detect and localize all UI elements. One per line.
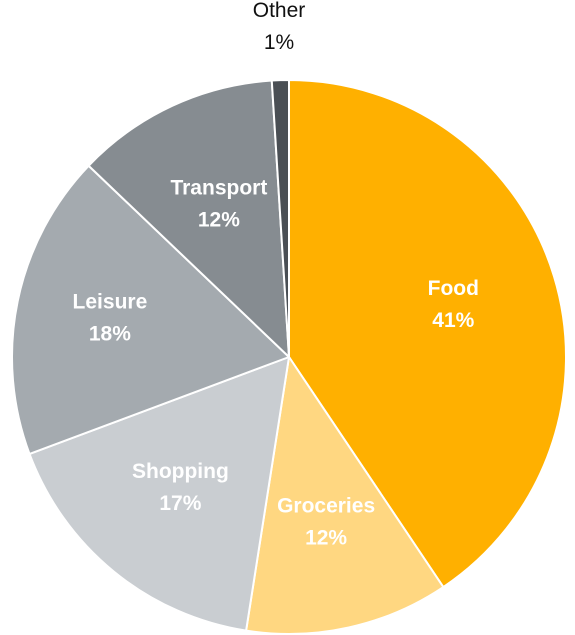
slice-percent-other: 1%: [264, 31, 294, 54]
slice-name-leisure: Leisure: [73, 290, 148, 313]
slice-percent-leisure: 18%: [89, 322, 131, 345]
pie-slice-shopping: [28, 356, 290, 632]
pie-slice-groceries: [245, 356, 445, 635]
pie-slice-food: [288, 79, 567, 589]
slice-label-other: Other 1%: [253, 0, 306, 54]
pie-slice-leisure: [11, 164, 290, 455]
pie-slice-other: [270, 79, 290, 358]
slice-percent-shopping: 17%: [159, 492, 201, 515]
slice-percent-food: 41%: [432, 309, 474, 332]
slice-percent-transport: 12%: [198, 208, 240, 231]
slice-name-transport: Transport: [170, 176, 267, 199]
slice-name-groceries: Groceries: [277, 495, 375, 518]
slice-label-food: Food 41%: [428, 277, 479, 332]
slice-label-leisure: Leisure 18%: [73, 290, 148, 345]
pie-labels: Food 41% Groceries 12% Shopping 17% Leisure 18%…: [73, 0, 479, 550]
slice-name-other: Other: [253, 0, 306, 22]
slice-percent-groceries: 12%: [305, 527, 347, 550]
slice-name-shopping: Shopping: [132, 460, 229, 483]
slice-label-shopping: Shopping 17%: [132, 460, 229, 515]
pie-slices: [11, 79, 567, 635]
slice-label-groceries: Groceries 12%: [277, 495, 375, 550]
pie-slice-transport: [87, 79, 290, 358]
slice-label-transport: Transport 12%: [170, 176, 267, 231]
slice-name-food: Food: [428, 277, 479, 300]
